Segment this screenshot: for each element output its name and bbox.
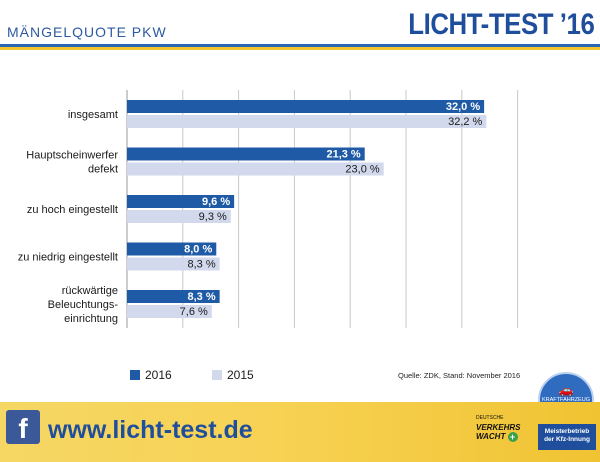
- legend-label-2016: 2016: [145, 368, 172, 382]
- bar-chart: 32,0 % 32,2 % insgesamt 21,3 % 23,0 % Hauptsc…: [18, 90, 519, 328]
- vw-line1: VERKEHRS: [476, 423, 521, 432]
- meister-line1: Meisterbetrieb: [544, 428, 590, 435]
- legend-swatch-2015: [212, 370, 222, 380]
- header-rule-blue: [0, 44, 600, 47]
- bar-2015-0: [127, 115, 487, 128]
- category-label-4: einrichtung: [64, 313, 118, 325]
- data-label-2016-0: 32,0 %: [446, 101, 480, 113]
- data-label-2015-4: 7,6 %: [180, 306, 208, 318]
- data-label-2015-3: 8,3 %: [187, 259, 215, 271]
- bar-2015-2: [127, 210, 231, 223]
- header-rule-gold: [0, 47, 600, 50]
- category-label-4: rückwärtige: [62, 285, 118, 297]
- website-link[interactable]: www.licht-test.de: [48, 416, 253, 444]
- data-label-2015-0: 32,2 %: [448, 116, 482, 128]
- category-label-4: Beleuchtungs-: [48, 299, 119, 311]
- data-label-2016-1: 21,3 %: [326, 149, 360, 161]
- data-label-2015-1: 23,0 %: [345, 164, 379, 176]
- category-label-0: insgesamt: [68, 109, 118, 121]
- vw-line2: WACHT: [476, 432, 506, 442]
- bar-2015-1: [127, 162, 384, 176]
- legend-label-2015: 2015: [227, 368, 254, 382]
- header: MÄNGELQUOTE PKW LICHT-TEST ’16: [0, 0, 600, 50]
- legend-2015: 2015: [212, 368, 254, 382]
- bar-2015-4: [127, 305, 212, 318]
- bar-2016-3: [127, 242, 217, 256]
- bar-2016-2: [127, 195, 235, 208]
- bar-2016-1: [127, 147, 365, 161]
- data-label-2016-2: 9,6 %: [202, 196, 230, 208]
- legend-swatch-2016: [130, 370, 140, 380]
- data-label-2016-3: 8,0 %: [184, 244, 212, 256]
- meisterbetrieb-badge: Meisterbetrieb der Kfz-Innung: [538, 424, 596, 450]
- vw-small: DEUTSCHE: [476, 415, 504, 421]
- plus-icon: +: [507, 432, 518, 442]
- data-label-2016-4: 8,3 %: [187, 291, 215, 303]
- source-note: Quelle: ZDK, Stand: November 2016: [398, 371, 521, 380]
- verkehrswacht-logo: DEUTSCHE VERKEHRS WACHT +: [476, 414, 528, 446]
- category-label-1: defekt: [88, 164, 118, 176]
- brand-title: LICHT-TEST ’16: [407, 8, 594, 41]
- category-label-1: Hauptscheinwerfer: [26, 150, 118, 162]
- data-label-2015-2: 9,3 %: [199, 211, 227, 223]
- legend-2016: 2016: [130, 368, 172, 382]
- category-label-2: zu hoch eingestellt: [27, 204, 118, 216]
- bar-2016-0: [127, 100, 485, 113]
- footer: [0, 402, 600, 462]
- meister-line2: der Kfz-Innung: [544, 436, 590, 443]
- car-icon: 🚗: [558, 383, 574, 397]
- facebook-icon[interactable]: f: [6, 410, 40, 444]
- bar-2016-4: [127, 290, 220, 303]
- bar-2015-3: [127, 257, 220, 271]
- chart-subtitle: MÄNGELQUOTE PKW: [7, 24, 167, 40]
- category-label-3: zu niedrig eingestellt: [18, 252, 118, 264]
